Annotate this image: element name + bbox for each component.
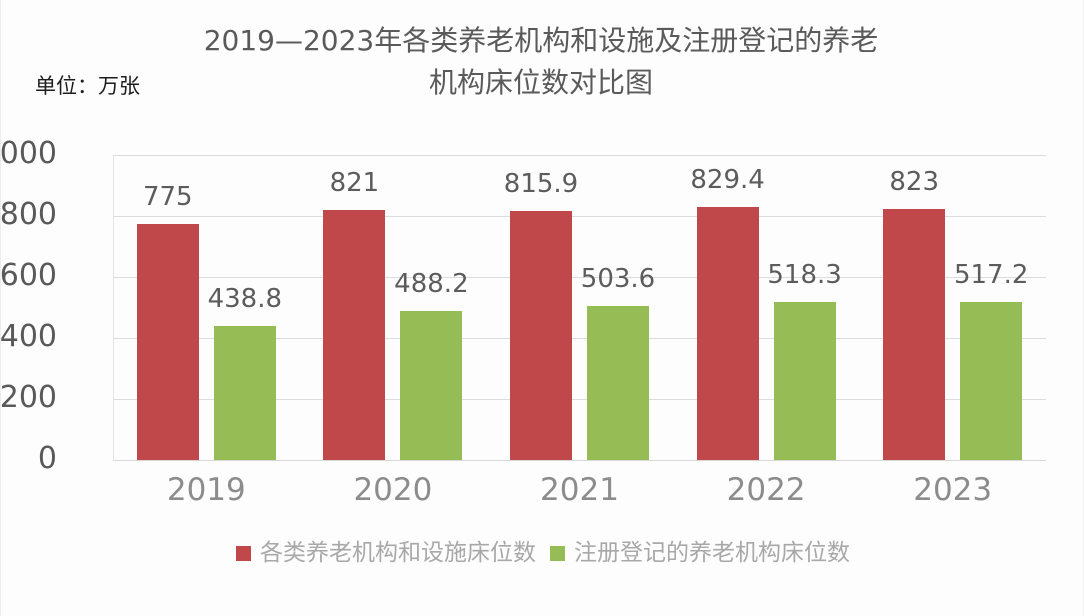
category-label-2019: 2019	[166, 472, 246, 508]
gridline	[113, 216, 1046, 217]
bar-2019-series-0[interactable]	[136, 223, 199, 460]
bar-2019-series-1[interactable]	[213, 326, 276, 460]
legend-swatch-icon	[550, 545, 565, 561]
y-tick-label: 800	[0, 197, 57, 232]
bar-2021-series-0[interactable]	[510, 211, 572, 460]
bar-2021-series-1[interactable]	[587, 306, 649, 460]
bar-value-label: 503.6	[580, 264, 656, 295]
bar-2023-series-0[interactable]	[883, 209, 946, 460]
chart-title: 2019—2023年各类养老机构和设施及注册登记的养老 机构床位数对比图	[203, 24, 879, 99]
legend-label: 注册登记的养老机构床位数	[574, 540, 850, 566]
bar-value-label: 823	[889, 166, 939, 197]
bar-2020-series-0[interactable]	[323, 209, 386, 460]
gridline	[113, 399, 1046, 400]
bar-value-label: 775	[142, 181, 193, 212]
category-label-2021: 2021	[540, 472, 619, 508]
bar-value-label: 829.4	[690, 165, 765, 196]
y-tick-label: 0	[37, 441, 57, 476]
bar-2023-series-1[interactable]	[960, 302, 1023, 460]
legend-item-0[interactable]: 各类养老机构和设施床位数	[236, 540, 536, 566]
legend-label: 各类养老机构和设施床位数	[260, 540, 536, 566]
bar-2022-series-1[interactable]	[773, 301, 836, 460]
bar-value-label: 815.9	[503, 169, 579, 200]
bar-2020-series-1[interactable]	[400, 311, 463, 460]
gridline	[113, 155, 1046, 156]
bar-value-label: 438.8	[207, 284, 283, 315]
unit-label: 单位：万张	[35, 74, 140, 98]
y-tick-label: 400	[0, 319, 57, 354]
category-label-2023: 2023	[913, 472, 993, 508]
legend-item-1[interactable]: 注册登记的养老机构床位数	[550, 540, 850, 566]
category-label-2020: 2020	[353, 472, 433, 508]
bar-value-label: 518.3	[767, 259, 842, 290]
bar-2022-series-0[interactable]	[696, 207, 759, 460]
category-label-2022: 2022	[726, 472, 806, 508]
bar-value-label: 821	[329, 167, 380, 198]
plot-area	[113, 155, 1046, 461]
legend-swatch-icon	[236, 545, 251, 561]
y-axis-line	[113, 155, 114, 460]
gridline	[113, 277, 1046, 278]
bar-value-label: 517.2	[953, 260, 1029, 291]
y-tick-label: 600	[0, 258, 57, 293]
y-tick-label: 200	[0, 380, 57, 415]
y-tick-label: 1000	[0, 136, 57, 171]
bar-value-label: 488.2	[394, 269, 469, 300]
gridline	[113, 338, 1046, 339]
chart-legend: 各类养老机构和设施床位数 注册登记的养老机构床位数	[1, 540, 1083, 566]
gridline	[113, 460, 1046, 461]
bars-layer	[113, 155, 1046, 460]
